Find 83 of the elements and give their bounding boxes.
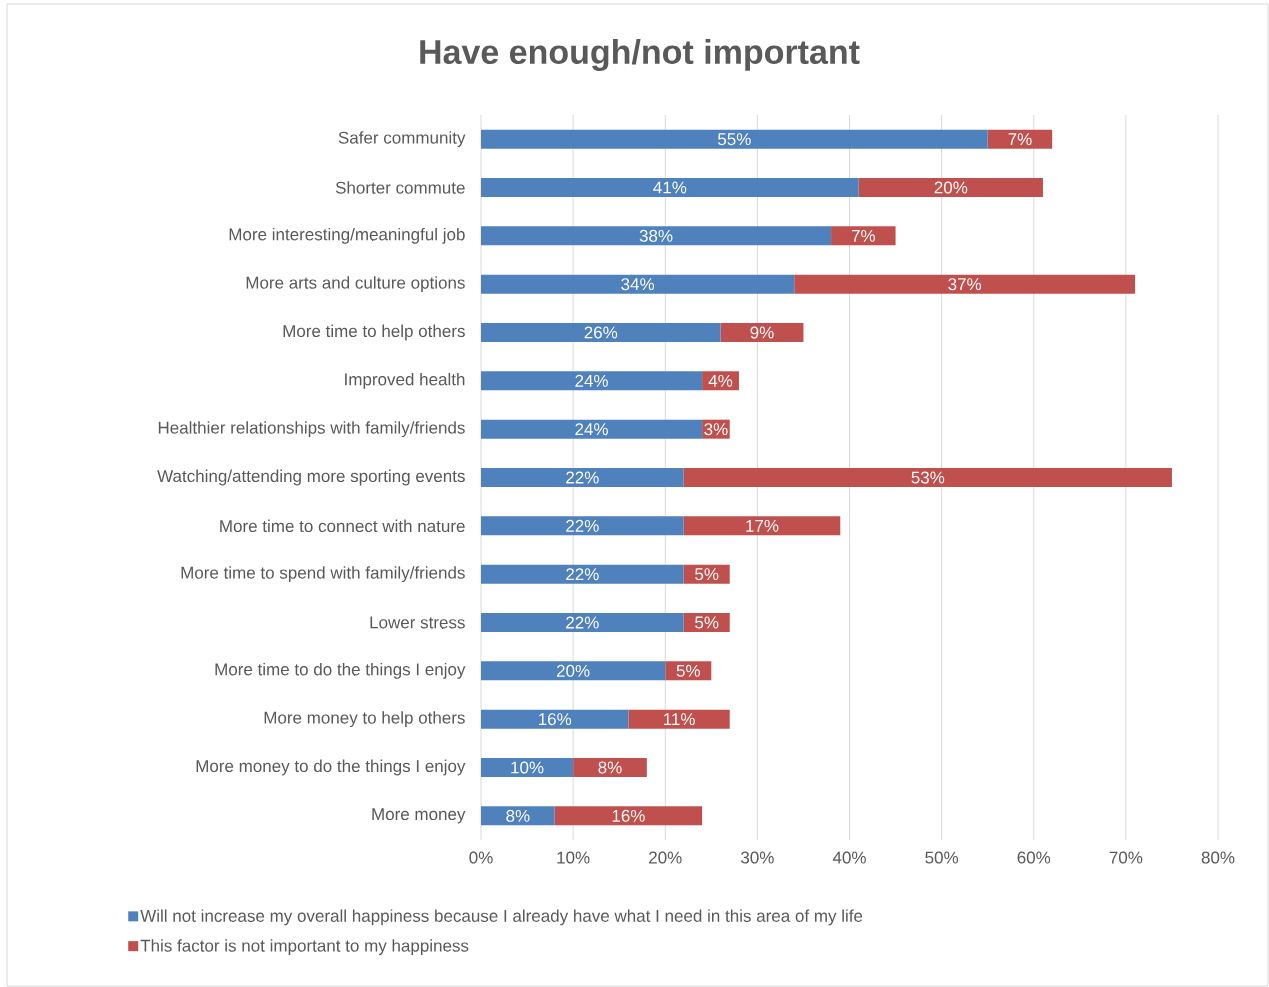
y-tick-label: Watching/attending more sporting events — [157, 469, 465, 486]
data-label: 4% — [708, 374, 733, 387]
y-tick-label: More money — [372, 808, 466, 824]
data-label: 22% — [566, 616, 599, 629]
y-tick-label: More time to help others — [283, 324, 465, 341]
bar — [481, 419, 703, 439]
data-label: 24% — [575, 423, 608, 436]
x-tick-label: 10% — [557, 851, 590, 864]
data-label: 8% — [598, 761, 622, 774]
data-label: 9% — [750, 326, 774, 339]
data-label: 10% — [511, 761, 544, 774]
y-tick-label: Improved health — [345, 372, 465, 389]
data-label: 16% — [538, 713, 572, 726]
data-label: 5% — [676, 664, 700, 677]
data-label: 5% — [695, 616, 719, 629]
data-label: 38% — [639, 229, 673, 242]
bar — [481, 564, 684, 584]
bar — [481, 758, 574, 778]
bar — [481, 226, 832, 246]
x-tick-label: 50% — [925, 851, 959, 864]
x-tick-label: 0% — [469, 851, 493, 864]
bar — [858, 178, 1043, 197]
data-label: 37% — [948, 278, 982, 291]
bar — [683, 516, 841, 536]
bar — [481, 661, 666, 681]
x-tick-label: 20% — [649, 851, 682, 864]
x-tick-label: 40% — [832, 851, 866, 864]
legend-label: This factor is not important to my happiness — [140, 939, 469, 956]
bar — [481, 274, 795, 294]
y-tick-label: More arts and culture options — [246, 276, 465, 293]
legend-label: Will not increase my overall happiness because I already have what I need in this area of my life — [140, 909, 863, 926]
y-tick-label: Healthier relationships with family/friends — [158, 421, 465, 438]
data-label: 53% — [911, 471, 945, 484]
data-label: 26% — [584, 326, 618, 339]
data-label: 41% — [653, 181, 687, 194]
bar — [987, 129, 1053, 149]
bar — [794, 274, 1136, 294]
bar — [573, 758, 647, 778]
x-tick-label: 70% — [1109, 851, 1143, 864]
bar — [831, 226, 896, 246]
data-label: 55% — [718, 133, 751, 146]
bar — [481, 178, 859, 197]
data-label: 22% — [566, 519, 599, 532]
bar — [554, 806, 703, 826]
bar — [481, 806, 555, 826]
data-label: 11% — [663, 713, 695, 726]
data-label: 22% — [566, 568, 599, 581]
y-tick-label: More interesting/meaningful job — [229, 227, 465, 244]
data-label: 5% — [695, 568, 719, 581]
chart-title: Have enough/not important — [420, 39, 860, 71]
y-tick-label: Safer community — [338, 131, 466, 148]
bar — [628, 709, 730, 729]
y-tick-label: More time to do the things I enjoy — [215, 662, 466, 679]
data-label: 7% — [1008, 133, 1032, 146]
x-tick-label: 60% — [1017, 851, 1051, 864]
data-label: 16% — [612, 809, 645, 822]
data-label: 17% — [746, 519, 779, 532]
data-label: 24% — [575, 374, 608, 387]
y-tick-label: More time to spend with family/friends — [181, 566, 465, 583]
x-tick-label: 80% — [1201, 851, 1235, 864]
y-tick-label: Shorter commute — [335, 181, 465, 194]
y-tick-label: More time to connect with nature — [220, 519, 465, 533]
bar — [683, 613, 730, 633]
bar — [481, 516, 684, 536]
bar — [481, 371, 703, 391]
y-tick-label: Lower stress — [370, 616, 465, 629]
y-tick-label: More money to do the things I enjoy — [196, 759, 466, 776]
data-label: 20% — [556, 664, 590, 677]
bar — [481, 323, 721, 342]
bar — [683, 468, 1172, 487]
data-label: 20% — [934, 181, 968, 194]
bar — [720, 323, 804, 342]
x-tick-label: 30% — [741, 851, 774, 864]
data-label: 34% — [621, 278, 655, 291]
bar — [481, 468, 684, 487]
data-label: 3% — [704, 423, 728, 436]
bar — [481, 129, 988, 149]
bar — [481, 613, 684, 633]
y-tick-label: More money to help others — [264, 711, 465, 728]
data-label: 8% — [506, 809, 530, 822]
data-label: 7% — [851, 229, 876, 242]
bar — [481, 709, 629, 729]
data-label: 22% — [566, 471, 599, 484]
